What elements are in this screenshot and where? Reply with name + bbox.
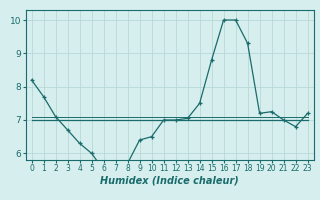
X-axis label: Humidex (Indice chaleur): Humidex (Indice chaleur)	[100, 176, 239, 186]
